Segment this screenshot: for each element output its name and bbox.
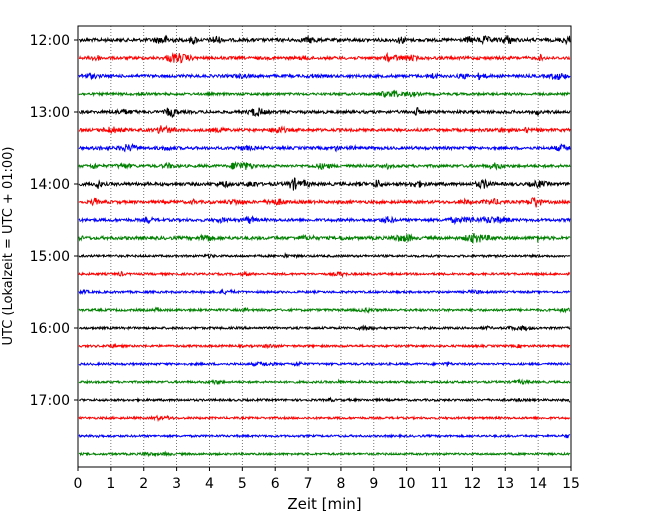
x-tick-label: 0 <box>74 476 83 492</box>
x-tick-label: 13 <box>496 476 514 492</box>
trace-1715 <box>78 414 571 423</box>
trace-1215 <box>78 51 571 64</box>
trace-1515 <box>78 270 571 279</box>
y-tick-label: 17:00 <box>30 393 70 409</box>
trace-1315 <box>78 124 571 135</box>
x-tick-label: 7 <box>304 476 313 492</box>
x-tick-label: 9 <box>369 476 378 492</box>
x-tick-label: 8 <box>336 476 345 492</box>
y-axis-ticks: 12:00 13:00 14:00 15:00 16:00 17:00 <box>30 33 78 409</box>
x-tick-label: 15 <box>562 476 580 492</box>
trace-1400 <box>78 177 571 191</box>
plot-frame <box>77 25 572 468</box>
trace-1430 <box>78 215 571 226</box>
trace-1745 <box>78 450 571 458</box>
y-tick-label: 14:00 <box>30 177 70 193</box>
trace-1630 <box>78 360 571 367</box>
trace-1600 <box>78 324 571 332</box>
x-tick-label: 5 <box>238 476 247 492</box>
x-tick-label: 3 <box>172 476 181 492</box>
y-tick-label: 16:00 <box>30 321 70 337</box>
x-tick-label: 14 <box>529 476 547 492</box>
trace-1330 <box>78 142 571 153</box>
trace-1345 <box>78 160 571 171</box>
trace-1200 <box>78 34 571 46</box>
trace-1300 <box>78 106 571 119</box>
trace-1415 <box>78 197 571 208</box>
x-axis-label: Zeit [min] <box>287 495 361 513</box>
trace-1245 <box>78 89 571 99</box>
y-axis-label: UTC (Lokalzeit = UTC + 01:00) <box>1 147 16 346</box>
x-tick-label: 11 <box>431 476 449 492</box>
y-tick-label: 13:00 <box>30 105 70 121</box>
x-axis-ticks: 0 1 2 3 4 5 6 7 8 9 10 11 12 13 14 15 <box>74 467 580 492</box>
trace-1730 <box>78 433 571 439</box>
trace-1230 <box>78 72 571 81</box>
trace-1615 <box>78 342 571 350</box>
x-tick-label: 1 <box>106 476 115 492</box>
x-tick-label: 2 <box>139 476 148 492</box>
trace-1645 <box>78 378 571 386</box>
y-tick-label: 12:00 <box>30 33 70 49</box>
y-tick-label: 15:00 <box>30 249 70 265</box>
x-tick-label: 10 <box>398 476 416 492</box>
trace-1530 <box>78 288 571 296</box>
x-tick-label: 6 <box>271 476 280 492</box>
seismogram-traces <box>78 34 571 458</box>
x-tick-label: 12 <box>463 476 481 492</box>
x-tick-label: 4 <box>205 476 214 492</box>
trace-1545 <box>78 306 571 314</box>
trace-1445 <box>78 232 571 244</box>
trace-1700 <box>78 396 571 403</box>
trace-1500 <box>78 252 571 260</box>
